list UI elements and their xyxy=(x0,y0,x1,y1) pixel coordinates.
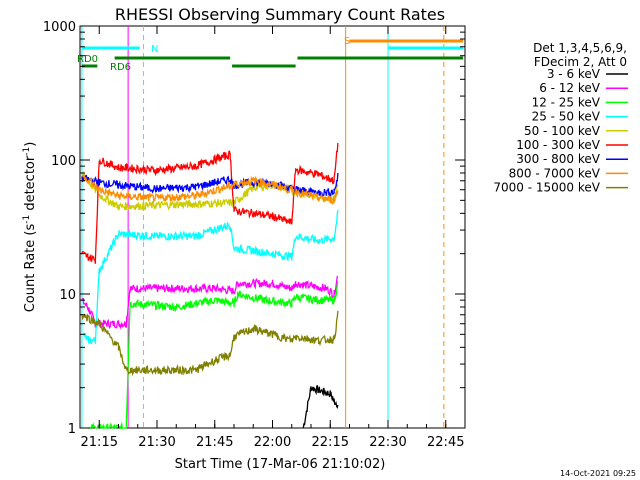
x-tick-label-2: 21:45 xyxy=(196,435,233,450)
event-vertical-lines xyxy=(81,26,445,428)
legend-label-6: 300 - 800 keV xyxy=(516,152,600,166)
series-line-0 xyxy=(302,385,339,429)
legend-label-3: 25 - 50 keV xyxy=(532,110,601,124)
series-line-1 xyxy=(81,275,339,330)
y-axis-label-sup2: -1 xyxy=(22,147,32,156)
x-tick-label-0: 21:15 xyxy=(81,435,118,450)
legend: Det 1,3,4,5,6,9, FDecim 2, Att 0 3 - 6 k… xyxy=(493,41,628,195)
y-axis-label-sup1: -1 xyxy=(22,215,32,224)
series-lines xyxy=(81,142,339,431)
series-line-7 xyxy=(81,173,339,206)
legend-header-line2: FDecim 2, Att 0 xyxy=(534,55,627,69)
legend-label-0: 3 - 6 keV xyxy=(547,67,601,81)
legend-label-5: 100 - 300 keV xyxy=(516,138,600,152)
rd0-label: RD0 xyxy=(77,54,98,65)
y-axis-label: Count Rate (s-1 detector-1) xyxy=(22,142,38,313)
x-axis-ticks: 21:15 21:30 21:45 22:00 22:15 22:30 22:45 xyxy=(79,26,466,450)
series-line-8 xyxy=(81,310,339,377)
night-label: N xyxy=(151,44,158,55)
x-axis-label: Start Time (17-Mar-06 21:10:02) xyxy=(175,457,386,472)
y-tick-label-2: 100 xyxy=(51,154,76,169)
saa-label: S xyxy=(344,36,350,47)
plot-frame xyxy=(79,25,466,429)
series-line-2 xyxy=(87,281,339,431)
series-line-3 xyxy=(83,209,339,345)
x-tick-label-1: 21:30 xyxy=(138,435,175,450)
rd6-label: RD6 xyxy=(110,62,131,73)
footer-date: 14-Oct-2021 09:25 xyxy=(560,469,636,478)
series-line-5 xyxy=(81,142,339,264)
legend-header-line1: Det 1,3,4,5,6,9, xyxy=(533,41,627,55)
y-tick-label-0: 1 xyxy=(68,422,76,437)
y-tick-label-1: 10 xyxy=(59,288,76,303)
y-axis-label-part1: Count Rate (s xyxy=(23,224,38,313)
legend-label-2: 12 - 25 keV xyxy=(532,95,601,109)
legend-label-4: 50 - 100 keV xyxy=(524,124,601,138)
x-tick-label-4: 22:15 xyxy=(312,435,349,450)
y-axis-ticks: 1 10 100 1000 xyxy=(43,20,465,437)
y-tick-label-3: 1000 xyxy=(43,20,76,35)
y-axis-label-part2: detector xyxy=(23,155,38,215)
status-bars: N S RD0 RD6 xyxy=(77,36,464,73)
legend-label-1: 6 - 12 keV xyxy=(539,81,601,95)
chart-title: RHESSI Observing Summary Count Rates xyxy=(115,5,445,24)
legend-label-8: 7000 - 15000 keV xyxy=(493,181,600,195)
x-tick-label-3: 22:00 xyxy=(254,435,291,450)
y-axis-label-part3: ) xyxy=(23,142,38,147)
x-tick-label-5: 22:30 xyxy=(369,435,406,450)
x-tick-label-6: 22:45 xyxy=(427,435,464,450)
legend-label-7: 800 - 7000 keV xyxy=(509,166,601,180)
